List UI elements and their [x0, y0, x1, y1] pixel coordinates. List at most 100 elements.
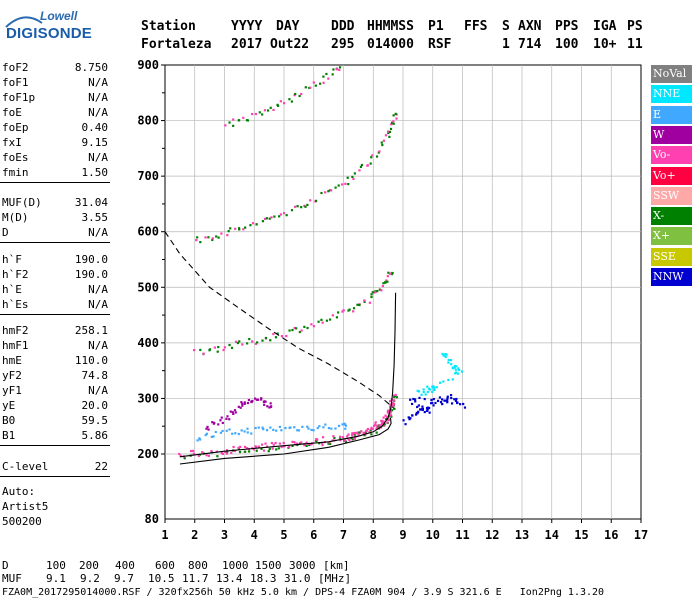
param-name: h`F2	[2, 268, 29, 281]
trace-point	[199, 240, 202, 244]
trace-point	[233, 409, 237, 412]
trace-point	[355, 431, 359, 434]
trace-point	[382, 282, 385, 285]
trace-point	[360, 430, 363, 433]
trace-point	[225, 452, 228, 455]
trace-point	[307, 427, 310, 430]
distance-row-label-value: 3000	[289, 559, 316, 572]
trace-point	[344, 440, 348, 444]
trace-point	[427, 406, 431, 410]
param-name: yE	[2, 399, 16, 412]
trace-point	[416, 412, 419, 415]
trace-point	[436, 399, 440, 403]
trace-point	[389, 127, 393, 131]
param-name: fxI	[2, 136, 22, 149]
param-name: D	[2, 226, 9, 239]
trace-point	[296, 429, 299, 432]
trace-point	[384, 281, 387, 284]
trace-point	[269, 106, 272, 109]
trace-point	[389, 272, 392, 275]
trace-point	[341, 436, 345, 439]
distance-row-label: D	[2, 559, 9, 572]
trace-point	[278, 215, 281, 218]
trace-point	[338, 66, 342, 69]
trace-point	[241, 404, 244, 407]
trace-point	[189, 449, 193, 453]
trace-point	[246, 119, 250, 122]
trace-point	[240, 401, 243, 404]
trace-point	[265, 217, 268, 220]
trace-point	[306, 326, 309, 330]
trace-point	[179, 454, 182, 457]
trace-point	[226, 415, 229, 418]
trace-point	[242, 228, 245, 231]
trace-point	[208, 348, 212, 351]
trace-point	[412, 397, 415, 401]
trace-point	[339, 439, 342, 442]
param-row-hes: h`Es N/A	[2, 297, 108, 312]
distance-row-label-value: 800	[188, 559, 208, 572]
param-name: B0	[2, 414, 16, 427]
trace-point	[387, 131, 390, 135]
trace-point	[334, 186, 337, 189]
trace-point	[457, 367, 460, 370]
trace-point	[457, 368, 461, 372]
y-tick-label: 300	[137, 391, 159, 405]
trace-point	[327, 442, 330, 445]
trace-point	[462, 402, 465, 406]
trace-point	[389, 400, 392, 403]
trace-point	[322, 75, 325, 78]
trace-point	[373, 424, 376, 428]
param-value: N/A	[88, 151, 108, 164]
trace-point	[332, 68, 335, 71]
trace-point	[244, 450, 247, 453]
trace-point	[202, 352, 205, 355]
trace-point	[232, 118, 235, 121]
trace-point	[239, 445, 242, 448]
trace-point	[352, 177, 355, 181]
param-row-mufd: MUF(D) 31.04	[2, 195, 108, 210]
trace-point	[366, 164, 369, 167]
trace-point	[386, 409, 390, 412]
param-row-fof1: foF1 N/A	[2, 75, 108, 90]
trace-point	[364, 431, 367, 434]
trace-point	[215, 235, 218, 238]
header-label-9: PPS	[555, 19, 579, 34]
trace-point	[352, 310, 355, 313]
trace-point	[385, 279, 388, 282]
x-tick-label: 16	[604, 528, 618, 542]
muf-row-label-value: 10.5	[148, 572, 175, 585]
legend-item-sse: SSE	[651, 247, 692, 266]
trace-point	[279, 100, 282, 103]
trace-point	[449, 394, 453, 397]
trace-point	[388, 409, 391, 412]
trace-point	[426, 408, 429, 411]
trace-point	[277, 104, 280, 107]
trace-point	[366, 427, 370, 431]
trace-point	[395, 396, 399, 399]
param-row-hf2: h`F2 190.0	[2, 267, 108, 282]
trace-point	[447, 378, 450, 382]
param-value: N/A	[88, 384, 108, 397]
trace-point	[288, 98, 291, 101]
param-separator	[0, 445, 110, 446]
param-row-clevel: C-level 22	[2, 459, 108, 474]
trace-point	[409, 417, 412, 420]
trace-point	[305, 444, 308, 448]
trace-point	[314, 199, 318, 202]
trace-point	[288, 329, 291, 332]
trace-point	[371, 154, 374, 157]
trace-point	[392, 122, 395, 125]
footer-line: FZA0M_2017295014000.RSF / 320fx256h 50 k…	[2, 587, 605, 598]
trace-point	[322, 81, 325, 84]
trace-point	[254, 342, 258, 345]
header-value-3: 295	[331, 37, 355, 52]
trace-point	[300, 206, 303, 209]
trace-point	[303, 444, 306, 447]
trace-point	[300, 329, 303, 332]
header-value-2: Out22	[270, 37, 310, 52]
trace-point	[321, 321, 324, 324]
trace-point	[272, 443, 275, 446]
x-tick-label: 14	[545, 528, 559, 542]
trace-point	[431, 390, 434, 394]
